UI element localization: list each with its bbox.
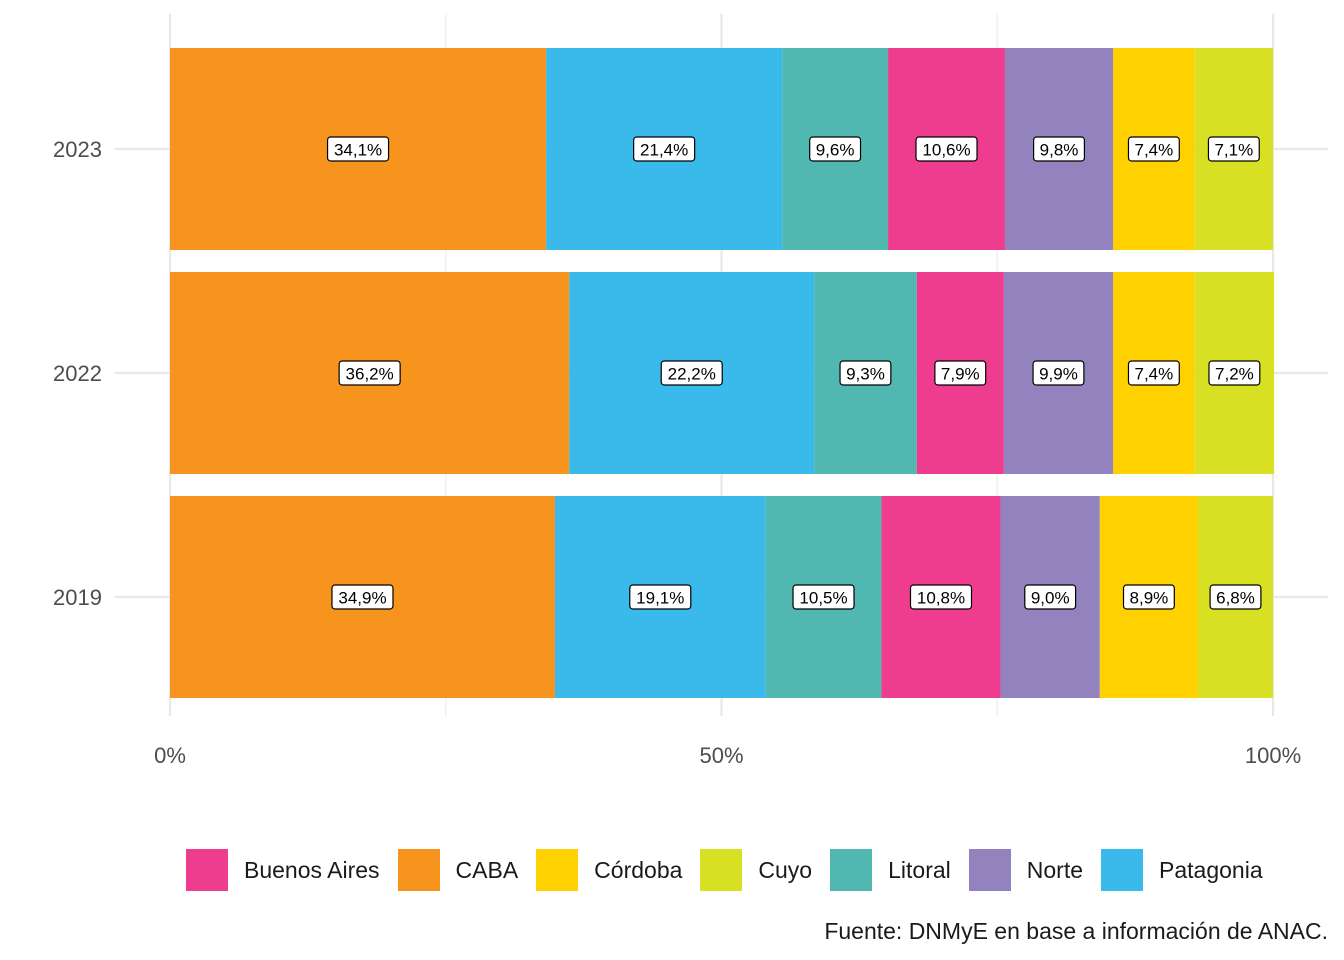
- data-label-text: 10,6%: [922, 141, 970, 160]
- data-label-box: [1207, 136, 1260, 162]
- data-label-box: [1024, 584, 1077, 610]
- data-label-box: [909, 584, 973, 610]
- data-label-box: [633, 136, 696, 162]
- legend-item: Buenos Aires: [186, 849, 380, 891]
- legend-label: CABA: [455, 856, 519, 883]
- data-label: 21,4%: [633, 136, 696, 162]
- y-tick-label: 2019: [53, 585, 102, 610]
- legend-swatch: [397, 849, 440, 891]
- data-label: 8,9%: [1122, 584, 1175, 610]
- data-label-text: 9,8%: [1040, 141, 1079, 160]
- data-label-box: [839, 360, 892, 386]
- y-tick-label: 2023: [53, 137, 102, 162]
- data-label-text: 10,5%: [799, 589, 847, 608]
- legend-swatch: [830, 849, 873, 891]
- data-label: 9,8%: [1033, 136, 1086, 162]
- data-label: 6,8%: [1209, 584, 1262, 610]
- x-tick-label: 50%: [699, 743, 743, 768]
- data-label-text: 21,4%: [640, 141, 688, 160]
- x-axis: 0% 50% 100%: [154, 743, 1301, 768]
- legend-swatch: [968, 849, 1011, 891]
- data-label: 10,6%: [915, 136, 978, 162]
- x-tick-label: 100%: [1245, 743, 1301, 768]
- legend-label: Norte: [1026, 856, 1084, 883]
- data-label-box: [331, 584, 394, 610]
- data-label-text: 34,1%: [334, 141, 382, 160]
- data-label: 9,0%: [1024, 584, 1077, 610]
- data-label: 9,9%: [1032, 360, 1085, 386]
- legend-item: Cuyo: [700, 849, 812, 891]
- x-tick-label: 0%: [154, 743, 186, 768]
- data-label-text: 8,9%: [1130, 589, 1169, 608]
- data-label: 9,3%: [839, 360, 892, 386]
- data-label-box: [1122, 584, 1175, 610]
- data-label-box: [809, 136, 862, 162]
- data-label: 9,6%: [809, 136, 862, 162]
- source-caption: Fuente: DNMyE en base a información de A…: [824, 918, 1328, 944]
- data-label-text: 34,9%: [338, 589, 386, 608]
- data-label-text: 22,2%: [668, 365, 716, 384]
- data-label-box: [792, 584, 855, 610]
- legend-item: CABA: [397, 849, 519, 891]
- legend-label: Cuyo: [758, 856, 813, 883]
- data-label-text: 9,0%: [1031, 589, 1070, 608]
- data-label-text: 7,1%: [1214, 141, 1253, 160]
- data-label-box: [1127, 360, 1180, 386]
- data-label-box: [660, 360, 723, 386]
- legend: Buenos Aires CABA Córdoba Cuyo Litoral Norte P…: [186, 848, 1281, 892]
- data-label: 34,1%: [326, 136, 390, 162]
- legend-item: Norte: [968, 849, 1084, 891]
- y-tick-label: 2022: [53, 361, 102, 386]
- data-label-box: [915, 136, 978, 162]
- data-label: 7,4%: [1127, 360, 1180, 386]
- data-label-box: [629, 584, 692, 610]
- legend-label: Buenos Aires: [244, 856, 380, 883]
- data-label-box: [1127, 136, 1180, 162]
- data-label-box: [1032, 360, 1085, 386]
- data-label-text: 36,2%: [346, 365, 394, 384]
- data-label-box: [338, 360, 401, 386]
- data-label-box: [1033, 136, 1086, 162]
- data-label: 7,9%: [934, 360, 987, 386]
- data-label: 10,5%: [792, 584, 855, 610]
- legend-item: Patagonia: [1101, 849, 1263, 891]
- stacked-bar-chart: 34,1% 21,4% 9,6% 10,6% 9,8% 7,4% 7,1% 36,2% 22,2…: [53, 14, 1328, 768]
- data-label-text: 9,3%: [846, 365, 885, 384]
- data-label-text: 19,1%: [636, 589, 684, 608]
- data-label-text: 6,8%: [1216, 589, 1255, 608]
- legend-item: Litoral: [830, 849, 951, 891]
- legend-swatch: [700, 849, 743, 891]
- data-label: 34,9%: [331, 584, 394, 610]
- data-label-box: [934, 360, 987, 386]
- data-label: 10,8%: [909, 584, 973, 610]
- legend-swatch: [1101, 849, 1144, 891]
- data-labels: 34,1% 21,4% 9,6% 10,6% 9,8% 7,4% 7,1% 36,2% 22,2…: [326, 136, 1262, 610]
- legend-swatch: [536, 849, 579, 891]
- data-label: 22,2%: [660, 360, 723, 386]
- data-label-text: 9,9%: [1039, 365, 1078, 384]
- data-label: 7,2%: [1208, 360, 1261, 386]
- data-label-text: 7,4%: [1135, 141, 1174, 160]
- y-axis: 2023 2022 2019: [53, 137, 102, 610]
- data-label-text: 7,9%: [941, 365, 980, 384]
- legend-swatch: [186, 849, 228, 891]
- legend-item: Córdoba: [536, 849, 682, 891]
- legend-label: Córdoba: [594, 856, 683, 883]
- data-label-box: [1209, 584, 1262, 610]
- data-label-text: 7,4%: [1135, 365, 1174, 384]
- data-label-text: 7,2%: [1215, 365, 1254, 384]
- data-label-text: 10,8%: [917, 589, 965, 608]
- data-label: 19,1%: [629, 584, 692, 610]
- legend-label: Patagonia: [1159, 856, 1263, 883]
- data-label-box: [326, 136, 390, 162]
- data-label-box: [1208, 360, 1261, 386]
- legend-label: Litoral: [888, 856, 951, 883]
- data-label-text: 9,6%: [816, 141, 855, 160]
- data-label: 7,4%: [1127, 136, 1180, 162]
- data-label: 36,2%: [338, 360, 401, 386]
- data-label: 7,1%: [1207, 136, 1260, 162]
